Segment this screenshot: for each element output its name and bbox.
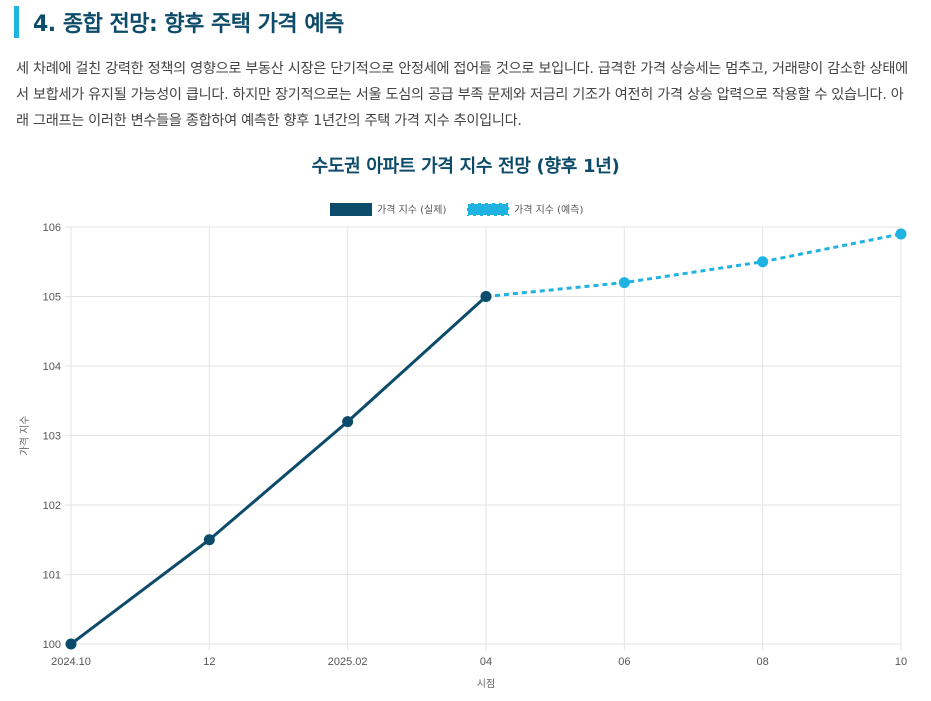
legend-item[interactable]: 가격 지수 (실제) — [330, 203, 446, 216]
x-tick-label: 06 — [618, 656, 630, 668]
intro-paragraph: 세 차례에 걸친 강력한 정책의 영향으로 부동산 시장은 단기적으로 안정세에… — [16, 61, 908, 129]
x-tick-label: 2025.02 — [328, 656, 368, 668]
section-title: 4. 종합 전망: 향후 주택 가격 예측 — [33, 12, 344, 37]
x-tick-label: 2024.10 — [51, 656, 91, 668]
series-layer — [65, 228, 907, 650]
forecast-point — [757, 256, 769, 268]
actual-point — [65, 638, 77, 650]
actual-point — [203, 534, 215, 546]
x-tick-label: 04 — [480, 656, 492, 668]
x-tick-label: 10 — [895, 656, 907, 668]
y-axis-title: 가격 지수 — [18, 416, 31, 456]
legend-item[interactable]: 가격 지수 (예측) — [466, 202, 583, 217]
chart-title: 수도권 아파트 가격 지수 전망 (향후 1년) — [311, 156, 620, 177]
legend[interactable]: 가격 지수 (실제) 가격 지수 (예측) — [330, 202, 583, 217]
grid-layer — [65, 226, 902, 650]
forecast-line — [485, 232, 902, 298]
forecast-point — [618, 277, 630, 289]
legend-label: 가격 지수 (예측) — [514, 203, 583, 216]
actual-point — [342, 416, 354, 428]
forecast-point — [895, 228, 907, 240]
actual-line — [70, 295, 488, 646]
legend-swatch — [330, 203, 372, 216]
x-tick-label: 08 — [757, 656, 769, 668]
legend-swatch — [466, 202, 510, 217]
section-heading: 4. 종합 전망: 향후 주택 가격 예측 — [14, 6, 344, 38]
y-tick-label: 101 — [43, 570, 61, 582]
y-tick-label: 103 — [43, 431, 61, 443]
y-tick-label: 100 — [43, 639, 61, 651]
x-axis-title: 시점 — [477, 678, 495, 690]
y-tick-label: 106 — [43, 222, 61, 234]
axis-layer: 100 101 102 103 104 105 106 2024.10 12 2025.02 04 0… — [18, 222, 907, 690]
legend-label: 가격 지수 (실제) — [377, 203, 446, 216]
x-tick-label: 12 — [203, 656, 215, 668]
actual-point — [480, 291, 492, 302]
y-tick-label: 104 — [43, 361, 61, 373]
y-tick-label: 102 — [43, 500, 61, 512]
y-tick-label: 105 — [43, 292, 61, 304]
